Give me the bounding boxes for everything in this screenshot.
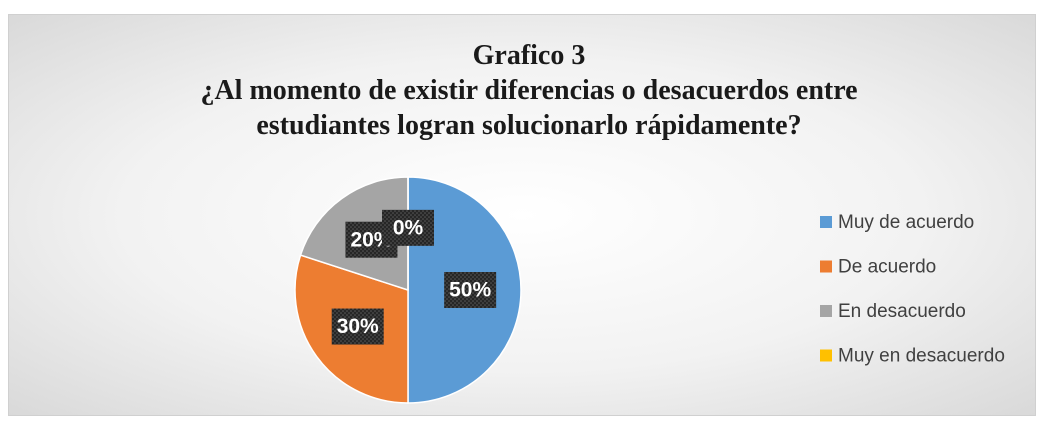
chart-frame [8,14,1036,416]
data-label-box [382,209,434,246]
legend-label: En desacuerdo [838,301,966,322]
data-label: 0% [393,216,424,239]
legend-swatch [820,216,832,228]
legend-swatch [820,260,832,273]
data-label: 50% [449,279,491,302]
legend-label: Muy en desacuerdo [838,346,1005,367]
chart-subtitle: ¿Al momento de existir diferencias o des… [200,75,858,141]
legend-label: De acuerdo [838,257,936,278]
data-label: 30% [337,315,379,338]
chart-title: Grafico 3 [472,40,586,71]
legend-label: Muy de acuerdo [838,212,974,233]
data-label-box [331,308,384,345]
titles: Grafico 3 ¿Al momento de existir diferen… [170,38,888,143]
legend-swatch [820,349,832,362]
legend-swatch [820,305,832,317]
data-label-box [444,272,497,308]
